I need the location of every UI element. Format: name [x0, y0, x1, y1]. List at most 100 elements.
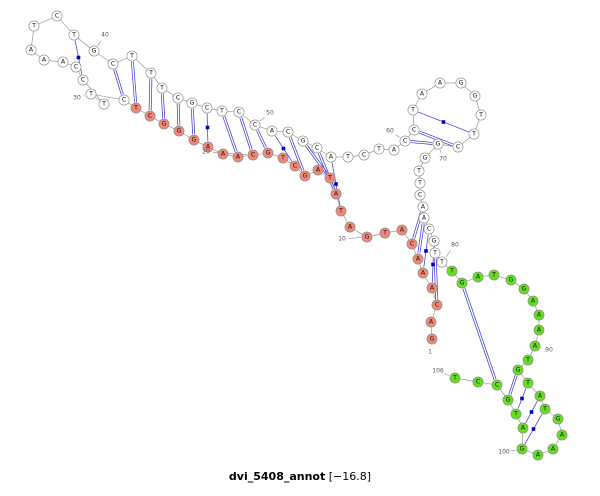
backbone-link	[368, 150, 375, 154]
backbone-link	[322, 172, 326, 176]
backbone-link	[243, 155, 248, 157]
nucleotide-letter: C	[237, 109, 241, 116]
nucleotide-26-G	[158, 118, 170, 130]
base-pair-line	[148, 78, 151, 111]
nucleotide-78-G	[428, 235, 440, 247]
wobble-pair-marker	[205, 125, 210, 130]
backbone-link	[542, 450, 549, 454]
nucleotide-layer: GACAAACATGATATAGCTGCAAAGGGCTCTTCCAAATCTG…	[25, 10, 568, 461]
backbone-link	[548, 411, 555, 417]
nucleotide-letter: T	[491, 272, 496, 279]
nucleotide-letter: G	[522, 286, 527, 293]
base-pair-line	[241, 116, 253, 150]
nucleotide-letter: A	[416, 256, 421, 263]
nucleotide-letter: A	[270, 128, 275, 135]
nucleotide-86-G	[518, 283, 530, 295]
nucleotide-letter: T	[338, 208, 343, 215]
nucleotide-letter: C	[315, 145, 319, 152]
base-pair-layer	[74, 40, 543, 445]
nucleotide-letter: A	[538, 393, 543, 400]
nucleotide-letter: T	[101, 101, 106, 108]
nucleotide-45-C	[172, 92, 184, 104]
position-label-60: 60	[386, 128, 394, 135]
nucleotide-72-T	[413, 165, 425, 177]
nucleotide-letter: A	[422, 215, 427, 222]
nucleotide-6-A	[412, 253, 424, 265]
nucleotide-letter: A	[334, 191, 339, 198]
nucleotide-letter: T	[219, 108, 224, 115]
nucleotide-8-A	[396, 224, 408, 236]
nucleotide-letter: C	[286, 129, 290, 136]
position-tick	[259, 117, 265, 122]
nucleotide-25-G	[173, 125, 185, 137]
nucleotide-letter: C	[410, 241, 414, 248]
nucleotide-letter: A	[42, 57, 47, 64]
base-pair-line	[510, 375, 518, 396]
nucleotide-letter: T	[382, 230, 387, 237]
backbone-link	[34, 52, 41, 58]
base-pair-line	[176, 103, 179, 126]
nucleotide-95-T	[539, 403, 551, 415]
backbone-link	[31, 31, 34, 45]
nucleotide-73-T	[414, 177, 426, 189]
backbone-link	[454, 274, 460, 280]
backbone-link	[183, 133, 190, 138]
nucleotide-92-G	[512, 364, 524, 376]
position-label-1: 1	[428, 349, 432, 356]
nucleotide-84-T	[488, 269, 500, 281]
nucleotide-letter: C	[176, 95, 180, 102]
nucleotide-70-G	[432, 138, 444, 150]
backbone-link	[555, 439, 560, 445]
nucleotide-34-A	[57, 56, 69, 68]
backbone-link	[128, 102, 132, 106]
nucleotide-letter: G	[516, 367, 521, 374]
backbone-link	[526, 292, 531, 298]
nucleotide-letter: A	[348, 224, 353, 231]
nucleotide-101-A	[517, 422, 529, 434]
backbone-link	[433, 292, 436, 301]
nucleotide-letter: T	[449, 268, 454, 275]
nucleotide-letter: G	[473, 93, 478, 100]
nucleotide-letter: C	[81, 77, 85, 84]
nucleotide-letter: T	[410, 107, 415, 114]
nucleotide-letter: T	[31, 23, 36, 30]
position-label-layer: 1 10 20 30 40 50 60 70 80 90 100 106	[73, 32, 553, 456]
backbone-link	[475, 119, 480, 130]
backbone-link	[514, 282, 521, 287]
base-pair-line	[256, 130, 265, 149]
backbone-link	[428, 147, 435, 155]
backbone-link	[420, 162, 424, 167]
nucleotide-104-C	[491, 379, 503, 391]
backbone-link	[466, 278, 474, 282]
backbone-link	[432, 309, 436, 318]
backbone-link	[182, 99, 188, 102]
base-pair-line	[193, 108, 196, 135]
base-pair-line	[419, 223, 425, 254]
nucleotide-53-G	[297, 135, 309, 147]
base-pair-line	[239, 117, 251, 151]
nucleotide-64-A	[434, 77, 446, 89]
backbone-link	[94, 96, 101, 102]
nucleotide-12-T	[335, 205, 347, 217]
base-pair-line	[150, 78, 153, 111]
backbone-link	[211, 108, 218, 111]
backbone-link	[404, 233, 410, 241]
base-pair-line	[290, 136, 305, 171]
nucleotide-14-T	[324, 172, 336, 184]
position-label-80: 80	[451, 242, 459, 249]
wobble-pair-marker	[431, 262, 435, 267]
nucleotide-60-C	[399, 135, 411, 147]
base-pair-line	[190, 108, 193, 135]
nucleotide-letter: T	[345, 154, 350, 161]
position-tick	[348, 237, 361, 239]
nucleotide-letter: C	[251, 152, 255, 159]
nucleotide-letter: G	[190, 100, 195, 107]
nucleotide-67-T	[475, 109, 487, 121]
nucleotide-3-C	[431, 299, 443, 311]
nucleotide-24-G	[188, 134, 200, 146]
nucleotide-letter: T	[159, 85, 164, 92]
nucleotide-letter: T	[280, 155, 285, 162]
position-tick	[97, 40, 102, 46]
position-label-90: 90	[545, 347, 553, 354]
backbone-link	[98, 53, 109, 62]
